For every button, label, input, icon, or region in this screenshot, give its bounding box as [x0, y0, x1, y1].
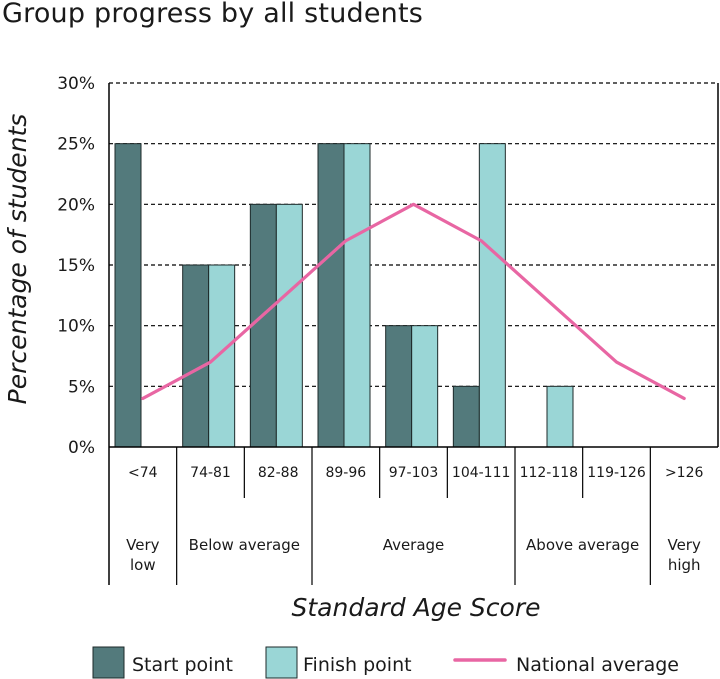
y-tick-label: 0%	[68, 438, 95, 458]
group-label-line: low	[130, 556, 156, 574]
x-category-labels: <74 74-81 82-88 89-96 97-103 104-111 112-118 11…	[128, 465, 703, 481]
bars	[114, 143, 574, 448]
y-tick-label: 30%	[57, 74, 95, 94]
group-label-very-high: Very high	[667, 536, 700, 574]
group-label-line: Above average	[526, 536, 639, 554]
group-label-line: Very	[126, 536, 159, 554]
bar-finish-point-104-111	[478, 143, 506, 448]
legend-label-start-point: Start point	[132, 654, 233, 676]
bar-start-point-104-111	[452, 385, 480, 448]
group-label-very-low: Very low	[126, 536, 159, 574]
y-tick-label: 15%	[57, 256, 95, 276]
legend-label-national-average: National average	[516, 654, 679, 676]
x-category-label: 97-103	[389, 465, 439, 481]
legend-swatch-finish-point	[265, 646, 298, 679]
bar-start-point-82-88	[249, 203, 277, 448]
group-label-line: Average	[383, 536, 445, 554]
x-axis-title: Standard Age Score	[292, 593, 541, 622]
y-tick-label: 5%	[68, 377, 95, 397]
y-tick-label: 20%	[57, 195, 95, 215]
group-label-line: Below average	[189, 536, 300, 554]
bar-start-point-74-81	[182, 264, 210, 448]
x-category-label: 89-96	[325, 465, 366, 481]
band-group-labels: Very low Below average Average Above average…	[126, 536, 701, 574]
national-average-polyline	[141, 202, 686, 401]
bar-finish-point-112-118	[546, 385, 574, 448]
axes	[108, 83, 719, 585]
x-category-label: 82-88	[258, 465, 299, 481]
national-average-line	[141, 202, 686, 401]
group-label-line: high	[668, 556, 701, 574]
x-category-label: 119-126	[587, 465, 646, 481]
legend-swatch-start-point	[92, 646, 125, 679]
x-category-label: 104-111	[452, 465, 511, 481]
x-category-label: <74	[128, 465, 158, 481]
group-label-above-average: Above average	[526, 536, 639, 554]
group-label-below-average: Below average	[189, 536, 300, 554]
bar-finish-point-97-103	[411, 325, 439, 448]
y-tick-label: 25%	[57, 135, 95, 155]
y-tick-label: 10%	[57, 317, 95, 337]
x-category-label: 112-118	[520, 465, 579, 481]
bar-finish-point-74-81	[208, 264, 236, 448]
group-label-line: Very	[667, 536, 700, 554]
bar-start-point-97-103	[385, 325, 413, 448]
bar-finish-point-82-88	[275, 203, 303, 448]
chart-title: Group progress by all students	[2, 0, 424, 29]
bar-finish-point-89-96	[343, 143, 371, 448]
legend: Start point Finish point National average	[92, 646, 679, 679]
bar-start-point-89-96	[317, 143, 345, 448]
bar-start-point-74	[114, 143, 142, 448]
y-tick-labels: 0% 5% 10% 15% 20% 25% 30%	[57, 74, 95, 458]
x-category-label: 74-81	[190, 465, 231, 481]
legend-label-finish-point: Finish point	[303, 654, 412, 676]
group-label-average: Average	[383, 536, 445, 554]
y-axis-title: Percentage of students	[3, 114, 32, 405]
x-category-label: >126	[665, 465, 704, 481]
